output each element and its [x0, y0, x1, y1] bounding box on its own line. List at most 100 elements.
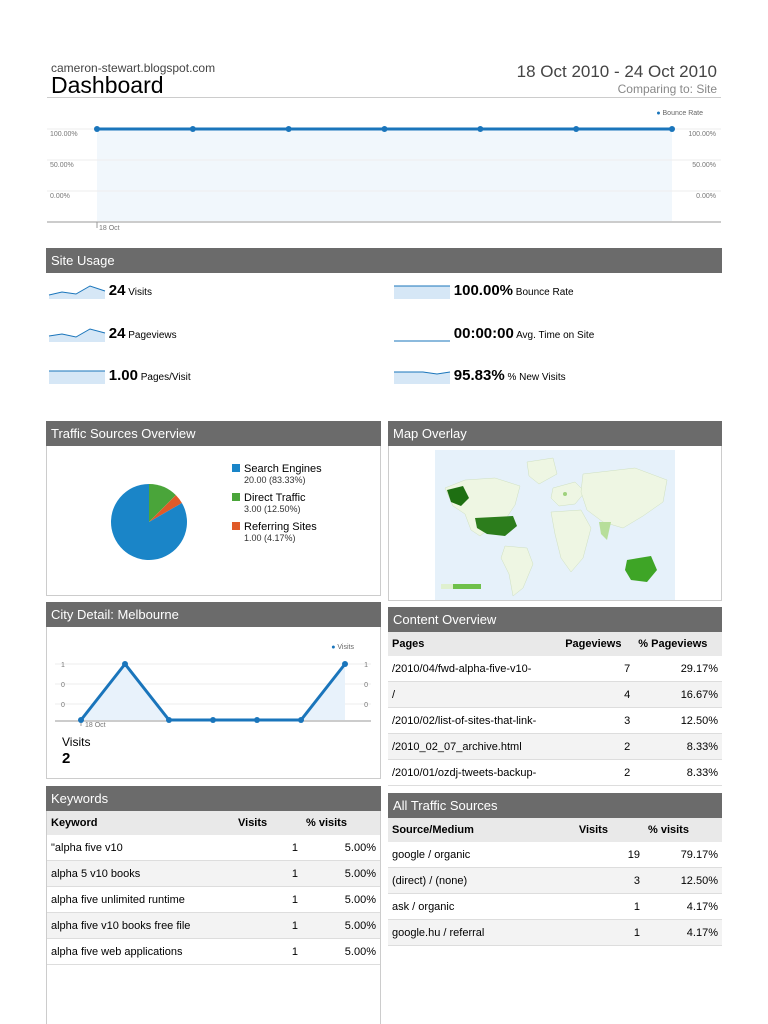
data-point — [254, 717, 260, 723]
col-header[interactable]: Pageviews — [561, 632, 635, 656]
cell: 5.00% — [302, 860, 380, 887]
visits-area — [81, 664, 345, 720]
all-traffic-panel: All Traffic Sources Source/Medium Visits… — [388, 793, 722, 946]
content-overview-panel: Content Overview Pages Pageviews % Pagev… — [388, 607, 722, 786]
cell: 12.50% — [644, 867, 722, 894]
city-chart-legend: ● Visits — [331, 644, 354, 651]
cell: 4 — [561, 681, 635, 708]
y-tick-right: 100.00% — [688, 131, 716, 138]
keyword[interactable]: "alpha five v10 — [47, 835, 234, 861]
page-path[interactable]: / — [388, 681, 562, 708]
legend-item[interactable]: Direct Traffic — [232, 491, 322, 504]
col-header[interactable]: % visits — [302, 811, 380, 835]
metric-label: Bounce Rate — [515, 287, 574, 298]
table-row[interactable]: alpha five web applications 1 5.00% — [47, 938, 380, 965]
cell: 5.00% — [302, 886, 380, 913]
metric-value: 24 — [108, 325, 126, 342]
chart-legend-label: Bounce Rate — [662, 110, 703, 117]
table-row[interactable]: google.hu / referral 1 4.17% — [388, 919, 722, 946]
cell: 79.17% — [644, 842, 722, 868]
legend-item[interactable]: Referring Sites — [232, 520, 322, 533]
page-title: Dashboard — [51, 72, 164, 98]
city-legend-label: Visits — [337, 644, 354, 651]
col-header[interactable]: Visits — [574, 818, 644, 842]
legend-name: Search Engines — [244, 463, 322, 475]
table-row[interactable]: alpha five unlimited runtime 1 5.00% — [47, 886, 380, 913]
metric-pages-visit[interactable]: 1.00 Pages/Visit — [48, 367, 191, 388]
source-medium[interactable]: google.hu / referral — [388, 919, 575, 946]
chart-legend: ● Bounce Rate — [656, 110, 703, 117]
source-medium[interactable]: (direct) / (none) — [388, 867, 575, 894]
metric-value: 100.00% — [453, 282, 513, 299]
col-header[interactable]: Visits — [234, 811, 302, 835]
keyword[interactable]: alpha five unlimited runtime — [47, 886, 234, 913]
col-header[interactable]: % Pageviews — [634, 632, 722, 656]
cell: 3 — [574, 867, 644, 894]
metric-label: Pageviews — [128, 330, 177, 341]
header-divider — [47, 97, 721, 98]
data-point — [210, 717, 216, 723]
page-path[interactable]: /2010/01/ozdj-tweets-backup- — [388, 759, 562, 786]
y-tick-left: 1 — [61, 662, 65, 669]
legend-swatch — [232, 492, 240, 501]
x-tick-label: 18 Oct — [99, 225, 120, 232]
col-header[interactable]: Keyword — [47, 811, 234, 835]
pie-slice-referring-sites — [149, 495, 182, 522]
metric-avg-time[interactable]: 00:00:00 Avg. Time on Site — [393, 325, 594, 346]
all-traffic-header: All Traffic Sources — [388, 793, 722, 818]
source-medium[interactable]: ask / organic — [388, 893, 575, 920]
table-row[interactable]: ask / organic 1 4.17% — [388, 893, 722, 920]
col-header[interactable]: Source/Medium — [388, 818, 575, 842]
table-row[interactable]: google / organic 19 79.17% — [388, 842, 722, 868]
y-tick-left: 100.00% — [50, 131, 78, 138]
metric-value: 24 — [108, 282, 126, 299]
keyword[interactable]: alpha five web applications — [47, 938, 234, 965]
cell: 29.17% — [634, 656, 722, 682]
bounce-rate-sparkline — [394, 285, 450, 299]
y-tick-left: 0 — [61, 702, 65, 709]
pie-slice-direct-traffic — [149, 484, 176, 522]
table-row[interactable]: alpha 5 v10 books 1 5.00% — [47, 860, 380, 887]
metric-visits[interactable]: 24 Visits — [48, 282, 152, 303]
table-row[interactable]: /4 16.67% — [388, 681, 722, 708]
page-path[interactable]: /2010/04/fwd-alpha-five-v10- — [388, 656, 562, 682]
page-path[interactable]: /2010/02/list-of-sites-that-link- — [388, 707, 562, 734]
content-overview-header: Content Overview — [388, 607, 722, 632]
y-tick-right: 0 — [364, 682, 368, 689]
x-tick-label: 18 Oct — [85, 722, 106, 729]
table-row[interactable]: /2010/04/fwd-alpha-five-v10- 7 29.17% — [388, 656, 722, 682]
metric-bounce-rate[interactable]: 100.00% Bounce Rate — [393, 282, 574, 303]
legend-name: Referring Sites — [244, 521, 317, 533]
all-traffic-table: Source/Medium Visits % visits google / o… — [388, 818, 722, 946]
y-tick-right: 50.00% — [692, 162, 716, 169]
table-row[interactable]: /2010_02_07_archive.html 2 8.33% — [388, 733, 722, 760]
legend-value: 3.00 (12.50%) — [244, 504, 301, 514]
cell: 8.33% — [634, 759, 722, 786]
bounce-rate-chart: ● Bounce Rate 100.00% 50.00% 0.00% 100.0… — [47, 104, 721, 236]
table-row[interactable]: (direct) / (none) 3 12.50% — [388, 867, 722, 894]
plot-area — [97, 129, 672, 221]
data-point — [298, 717, 304, 723]
site-url: cameron-stewart.blogspot.com — [51, 61, 216, 75]
table-row[interactable]: /2010/01/ozdj-tweets-backup- 2 8.33% — [388, 759, 722, 786]
table-row[interactable]: /2010/02/list-of-sites-that-link- 3 12.50% — [388, 707, 722, 734]
metric-label: Visits — [128, 287, 152, 298]
traffic-sources-panel: Traffic Sources Overview Search Engines … — [46, 421, 381, 596]
table-row[interactable]: alpha five v10 books free file 1 5.00% — [47, 912, 380, 939]
source-medium[interactable]: google / organic — [388, 842, 575, 868]
keyword[interactable]: alpha 5 v10 books — [47, 860, 234, 887]
legend-item[interactable]: Search Engines — [232, 462, 322, 475]
city-visits-chart — [55, 661, 371, 726]
col-header[interactable]: % visits — [644, 818, 722, 842]
cell: 12.50% — [634, 707, 722, 734]
page-path[interactable]: /2010_02_07_archive.html — [388, 733, 562, 760]
date-range[interactable]: 18 Oct 2010 - 24 Oct 2010 — [516, 62, 717, 81]
metric-pageviews[interactable]: 24 Pageviews — [48, 325, 177, 346]
metric-new-visits[interactable]: 95.83% % New Visits — [393, 367, 566, 388]
keyword[interactable]: alpha five v10 books free file — [47, 912, 234, 939]
world-map[interactable] — [435, 450, 675, 600]
cell: 1 — [234, 886, 302, 913]
col-header[interactable]: Pages — [388, 632, 562, 656]
table-row[interactable]: "alpha five v10 1 5.00% — [47, 835, 380, 861]
city-detail-header: City Detail: Melbourne — [46, 602, 381, 627]
